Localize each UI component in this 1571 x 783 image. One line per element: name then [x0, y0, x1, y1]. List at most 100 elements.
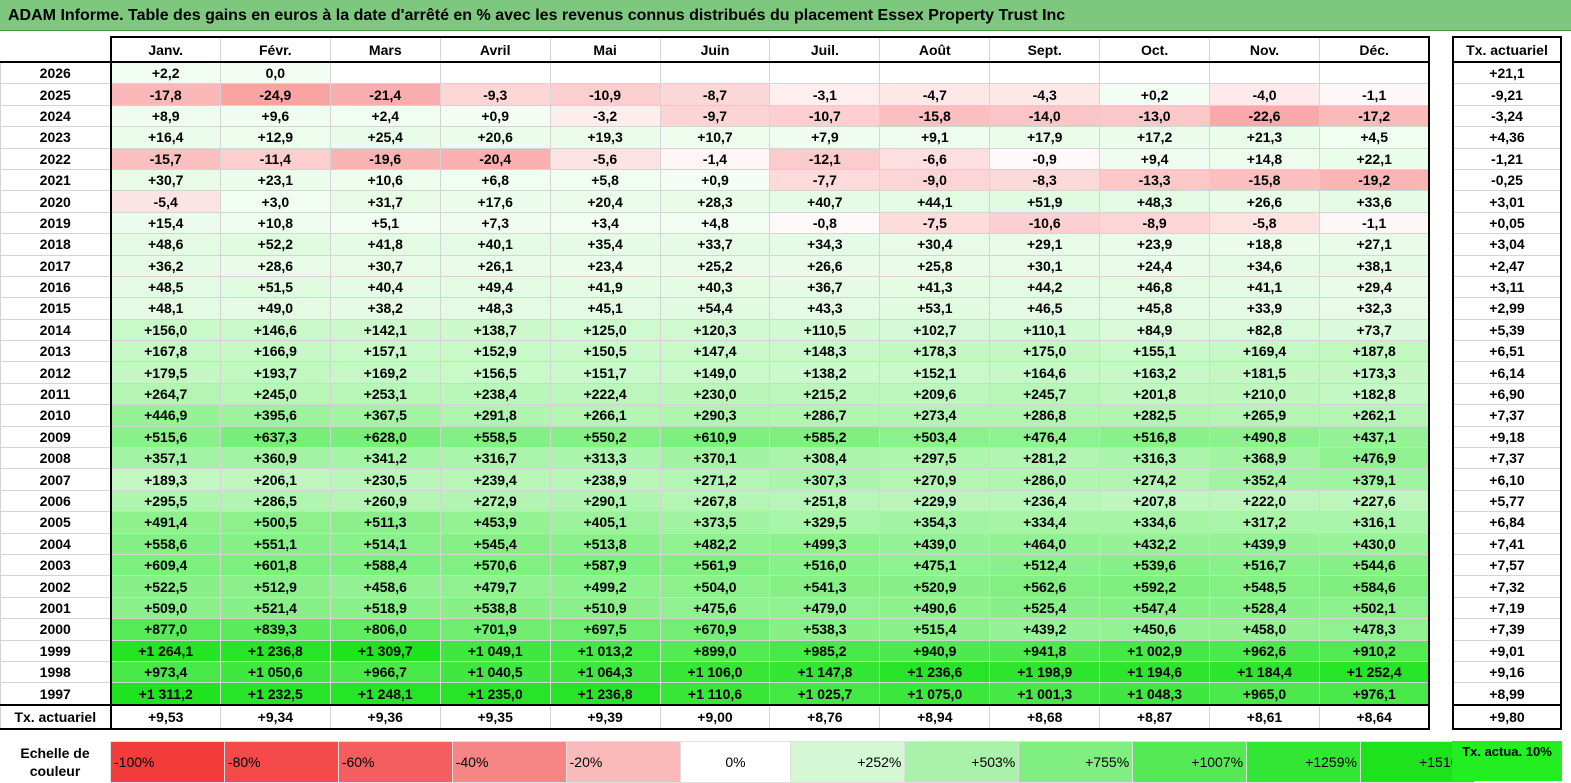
value-cell: +36,7 [769, 275, 881, 299]
month-header: Mars [329, 36, 441, 63]
value-cell: +352,4 [1209, 468, 1320, 491]
value-cell: +262,1 [1318, 404, 1431, 427]
value-cell: -1,4 [659, 147, 771, 170]
actuarial-rate-table: Tx. actuariel +21,1 -9,21 -3,24 +4,36 -1,21 -0… [1452, 36, 1562, 730]
value-cell: +156,5 [439, 361, 551, 384]
rate-cell: +7,37 [1452, 404, 1562, 427]
value-cell: +9,6 [219, 104, 331, 128]
rate-cell: +3,04 [1452, 233, 1562, 256]
table-row: 2002 +522,5 +512,9 +458,6 +479,7 +499,2 +504,0… [0, 575, 1431, 598]
value-cell: +21,3 [1209, 126, 1320, 149]
value-cell [879, 61, 991, 85]
value-cell: +490,6 [879, 596, 991, 620]
year-cell: 2013 [0, 340, 112, 363]
value-cell: +1 025,7 [769, 682, 881, 706]
value-cell: +558,5 [439, 425, 551, 449]
value-cell: -8,3 [989, 168, 1101, 192]
average-cell: +9,36 [329, 703, 441, 730]
value-cell: +238,9 [549, 468, 661, 491]
rate-cell: +7,32 [1452, 575, 1562, 598]
value-cell: +33,9 [1209, 297, 1320, 320]
value-cell: +334,6 [1099, 511, 1211, 534]
value-cell: +29,4 [1318, 275, 1431, 299]
rate-cell: -1,21 [1452, 147, 1562, 170]
value-cell: +38,2 [329, 297, 441, 320]
value-cell: +1 002,9 [1099, 639, 1211, 662]
value-cell: +1 184,4 [1209, 660, 1320, 684]
value-cell: +478,3 [1318, 618, 1431, 641]
rate-row: +7,19 [1452, 596, 1562, 620]
rate-cell: +6,84 [1452, 511, 1562, 534]
value-cell: +54,4 [659, 297, 771, 320]
value-cell: +25,8 [879, 254, 991, 277]
table-row: 2014 +156,0 +146,6 +142,1 +138,7 +125,0 +120,3… [0, 318, 1431, 342]
value-cell: +541,3 [769, 575, 881, 598]
value-cell: -15,8 [879, 104, 991, 128]
value-cell: +367,5 [329, 404, 441, 427]
rate-row: +5,39 [1452, 318, 1562, 342]
value-cell: -17,2 [1318, 104, 1431, 128]
rate-cell: +3,11 [1452, 275, 1562, 299]
rate-cell: +5,77 [1452, 489, 1562, 513]
value-cell: +23,1 [219, 168, 331, 192]
value-cell: +9,4 [1099, 147, 1211, 170]
value-cell: -7,7 [769, 168, 881, 192]
value-cell: +3,0 [219, 190, 331, 213]
value-cell: +227,6 [1318, 489, 1431, 513]
value-cell: +899,0 [659, 639, 771, 662]
scale-swatch: +755% [1018, 741, 1134, 783]
value-cell: -3,1 [769, 83, 881, 106]
value-cell: -9,3 [439, 83, 551, 106]
value-cell: +475,1 [879, 553, 991, 577]
value-cell: +962,6 [1209, 639, 1320, 662]
rate-row: -9,21 [1452, 83, 1562, 106]
value-cell: +142,1 [329, 318, 441, 342]
value-cell: +522,5 [110, 575, 221, 598]
value-cell: +32,3 [1318, 297, 1431, 320]
value-cell: +146,6 [219, 318, 331, 342]
rate-row: +9,16 [1452, 660, 1562, 684]
value-cell: +4,8 [659, 211, 771, 235]
value-cell: +6,8 [439, 168, 551, 192]
value-cell: +504,0 [659, 575, 771, 598]
value-cell: -19,2 [1318, 168, 1431, 192]
value-cell: +23,9 [1099, 233, 1211, 256]
value-cell: +48,3 [1099, 190, 1211, 213]
average-cell: +8,76 [769, 703, 881, 730]
value-cell: -10,9 [549, 83, 661, 106]
value-cell: +405,1 [549, 511, 661, 534]
year-cell: 2019 [0, 211, 112, 235]
value-cell: +637,3 [219, 425, 331, 449]
value-cell: +1 311,2 [110, 682, 221, 706]
table-row: 2026 +2,2 0,0 [0, 61, 1431, 85]
value-cell: +7,3 [439, 211, 551, 235]
value-cell: -11,4 [219, 147, 331, 170]
value-cell: +53,1 [879, 297, 991, 320]
value-cell: +516,0 [769, 553, 881, 577]
value-cell: -9,0 [879, 168, 991, 192]
value-cell: +584,6 [1318, 575, 1431, 598]
rate-header: Tx. actuariel [1452, 36, 1562, 63]
value-cell: +609,4 [110, 553, 221, 577]
value-cell: -3,2 [549, 104, 661, 128]
value-cell: +44,1 [879, 190, 991, 213]
year-cell: 2006 [0, 489, 112, 513]
rate-cell: +9,16 [1452, 660, 1562, 684]
rate-cell: +8,99 [1452, 682, 1562, 706]
value-cell: -7,5 [879, 211, 991, 235]
value-cell: +30,7 [329, 254, 441, 277]
value-cell: +206,1 [219, 468, 331, 491]
value-cell: +476,9 [1318, 447, 1431, 470]
value-cell: +430,0 [1318, 532, 1431, 555]
value-cell: +628,0 [329, 425, 441, 449]
value-cell: +9,1 [879, 126, 991, 149]
value-cell: +538,3 [769, 618, 881, 641]
value-cell: +458,6 [329, 575, 441, 598]
value-cell: +910,2 [1318, 639, 1431, 662]
value-cell: +395,6 [219, 404, 331, 427]
value-cell: +222,0 [1209, 489, 1320, 513]
value-cell: +1 110,6 [659, 682, 771, 706]
value-cell: +5,8 [549, 168, 661, 192]
average-rate-cell: +9,80 [1452, 703, 1562, 730]
value-cell: +155,1 [1099, 340, 1211, 363]
